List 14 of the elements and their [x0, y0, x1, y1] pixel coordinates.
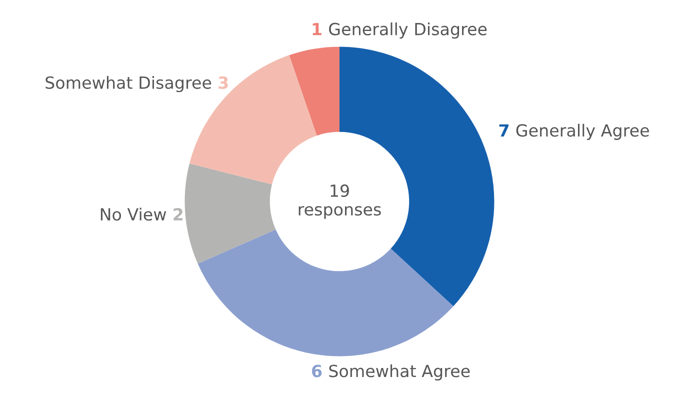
data-label: 6 [312, 364, 322, 378]
text: 19 responses [298, 184, 381, 219]
slice-label: No View [100, 208, 166, 221]
data-label: 3 [218, 76, 228, 89]
slice-label: Generally Agree [516, 124, 649, 140]
data-label: 1 [312, 22, 322, 36]
donut-slice [289, 46, 340, 136]
donut-slice [198, 229, 454, 356]
donut-slice [184, 164, 276, 264]
slice-label: Somewhat Disagree [46, 76, 212, 92]
slice-label: Generally Disagree [329, 22, 487, 39]
data-label: 7 [499, 124, 508, 136]
slice-label: Somewhat Agree [329, 364, 470, 381]
data-label: 2 [174, 208, 182, 220]
